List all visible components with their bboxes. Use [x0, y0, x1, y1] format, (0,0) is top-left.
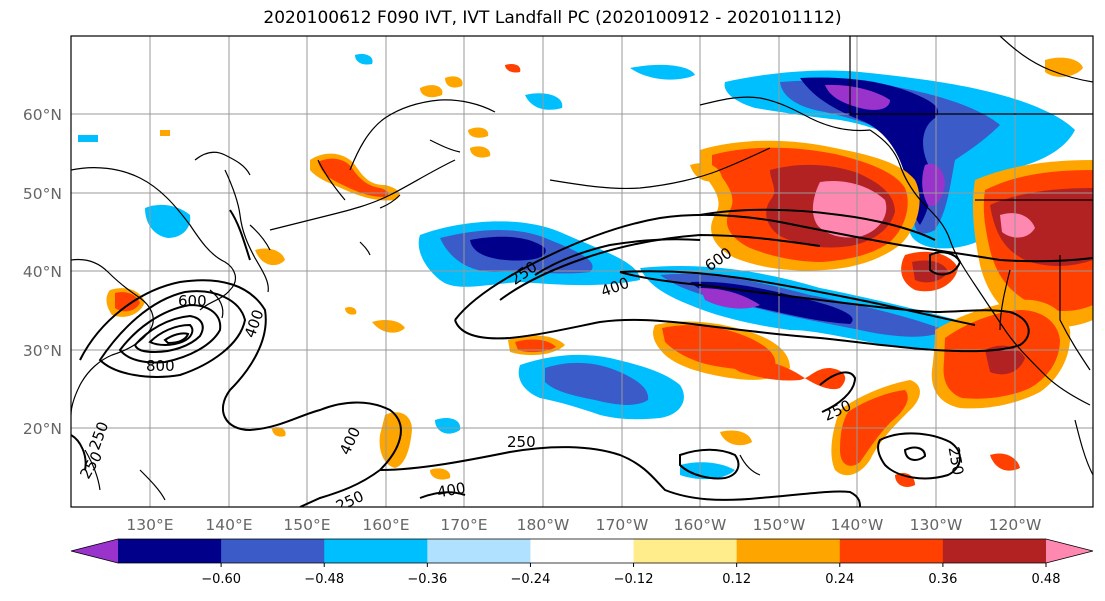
coastlines	[71, 36, 1093, 501]
lon-label: 130°W	[910, 516, 963, 534]
colorbar-cells	[71, 539, 1093, 563]
map-plot: 600 400 800 250 400 250 250 400 600 250 …	[71, 36, 1093, 507]
colorbar-cell	[942, 539, 1047, 563]
contour-label: 400	[436, 479, 467, 502]
contour-label: 400	[336, 424, 364, 458]
lon-label: 150°W	[753, 516, 806, 534]
colorbar-tick-label: −0.48	[304, 572, 344, 587]
colorbar-outline	[70, 538, 1094, 564]
lon-label: 140°E	[205, 516, 252, 534]
lat-label-60n: 60°N	[23, 106, 62, 124]
latitude-labels: 60°N 50°N 40°N 30°N 20°N	[23, 106, 62, 438]
lon-label: 140°W	[831, 516, 884, 534]
longitude-labels: 130°E 140°E 150°E 160°E 170°E 180°W 170°…	[126, 516, 1041, 534]
colorbar-tick-label: 0.36	[928, 572, 957, 587]
contour-label: 250	[945, 445, 968, 476]
contour-label: 600	[178, 292, 207, 310]
lon-label: 130°E	[126, 516, 173, 534]
colorbar-cell	[324, 539, 428, 563]
ivt-contours	[71, 208, 1093, 507]
contour-label: 250	[76, 448, 106, 482]
lon-label: 160°E	[362, 516, 409, 534]
contour-label: 250	[86, 419, 113, 452]
colorbar: −0.60 −0.48 −0.36 −0.24 −0.12 0.12 0.24 0.36 0.4…	[70, 538, 1094, 587]
contour-label: 800	[146, 357, 175, 375]
map-frame	[70, 35, 1094, 508]
colorbar-tick-label: 0.24	[825, 572, 854, 587]
colorbar-tick-label: −0.12	[614, 572, 654, 587]
colorbar-cell	[118, 539, 222, 563]
colorbar-cell	[839, 539, 944, 563]
colorbar-tick-label: −0.36	[407, 572, 447, 587]
lon-label: 150°E	[283, 516, 330, 534]
colorbar-cell	[530, 539, 635, 563]
colorbar-tick-label: 0.12	[722, 572, 751, 587]
lat-label-40n: 40°N	[23, 263, 62, 281]
lon-label: 120°W	[989, 516, 1042, 534]
colorbar-tick-label: −0.24	[511, 572, 551, 587]
colorbar-tick-label: 0.48	[1032, 572, 1061, 587]
colorbar-cell	[221, 539, 325, 563]
lon-label: 170°W	[596, 516, 649, 534]
colorbar-cell	[633, 539, 738, 563]
colorbar-extend-min	[71, 539, 118, 563]
colorbar-ticks: −0.60 −0.48 −0.36 −0.24 −0.12 0.12 0.24 0.36 0.4…	[201, 563, 1061, 587]
lon-label: 160°W	[674, 516, 727, 534]
colorbar-cell	[736, 539, 841, 563]
colorbar-cell	[427, 539, 531, 563]
lat-label-30n: 30°N	[23, 342, 62, 360]
lon-label: 180°W	[517, 516, 570, 534]
lat-label-20n: 20°N	[23, 420, 62, 438]
colorbar-extend-max	[1046, 539, 1093, 563]
colorbar-tick-label: −0.60	[201, 572, 241, 587]
contour-label: 250	[507, 433, 536, 451]
lat-label-50n: 50°N	[23, 185, 62, 203]
lon-label: 170°E	[440, 516, 487, 534]
map-title: 2020100612 F090 IVT, IVT Landfall PC (20…	[263, 8, 842, 28]
